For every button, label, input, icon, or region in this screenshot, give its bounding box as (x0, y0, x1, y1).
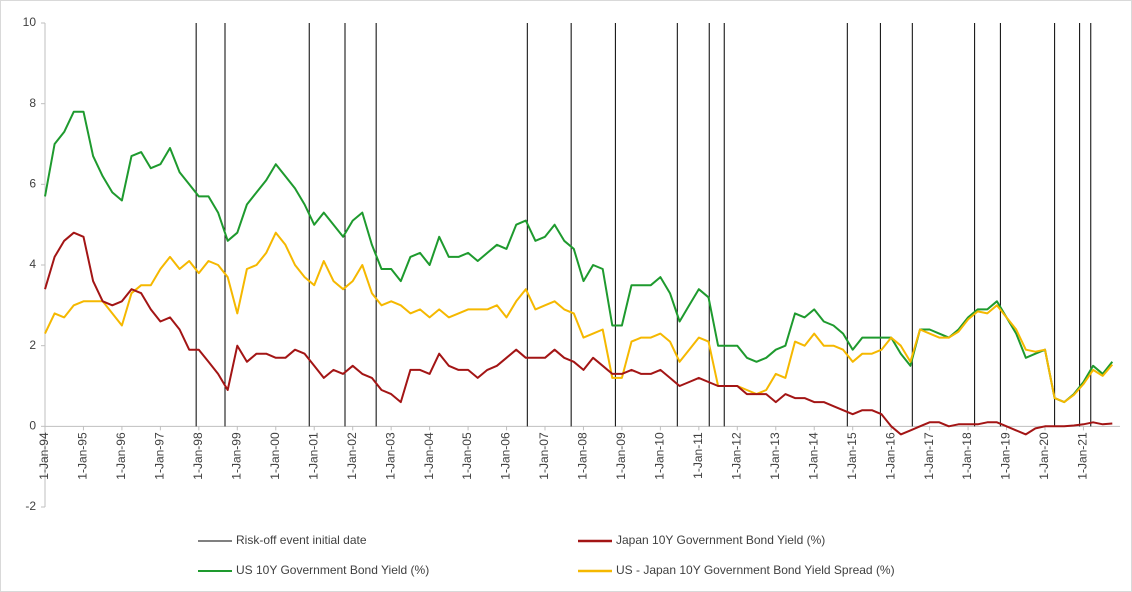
x-tick-label: 1-Jan-07 (537, 432, 551, 480)
y-tick-label: 8 (29, 96, 36, 110)
x-tick-label: 1-Jan-12 (729, 432, 743, 480)
x-tick-label: 1-Jan-96 (114, 432, 128, 480)
legend-label: US - Japan 10Y Government Bond Yield Spr… (616, 563, 895, 577)
x-tick-label: 1-Jan-18 (960, 432, 974, 480)
y-tick-label: 4 (29, 257, 36, 271)
y-tick-label: -2 (25, 499, 36, 513)
x-tick-label: 1-Jan-95 (76, 432, 90, 480)
series-line (44, 231, 1114, 404)
x-tick-label: 1-Jan-15 (845, 432, 859, 480)
y-tick-label: 6 (29, 177, 36, 191)
x-tick-label: 1-Jan-10 (653, 432, 667, 480)
x-tick-label: 1-Jan-08 (576, 432, 590, 480)
y-tick-label: 10 (23, 15, 37, 29)
x-tick-label: 1-Jan-01 (306, 432, 320, 480)
x-tick-label: 1-Jan-20 (1037, 432, 1051, 480)
x-tick-label: 1-Jan-21 (1076, 432, 1090, 480)
x-tick-label: 1-Jan-03 (383, 432, 397, 480)
x-tick-label: 1-Jan-09 (614, 432, 628, 480)
y-tick-label: 0 (29, 419, 36, 433)
x-tick-label: 1-Jan-17 (922, 432, 936, 480)
x-tick-label: 1-Jan-14 (806, 432, 820, 480)
legend-label: Risk-off event initial date (236, 533, 367, 547)
x-tick-label: 1-Jan-13 (768, 432, 782, 480)
x-tick-label: 1-Jan-97 (153, 432, 167, 480)
x-tick-label: 1-Jan-05 (460, 432, 474, 480)
x-tick-label: 1-Jan-99 (229, 432, 243, 480)
x-tick-label: 1-Jan-19 (999, 432, 1013, 480)
legend-label: US 10Y Government Bond Yield (%) (236, 563, 429, 577)
x-tick-label: 1-Jan-16 (883, 432, 897, 480)
x-tick-label: 1-Jan-04 (422, 432, 436, 480)
x-tick-label: 1-Jan-98 (191, 432, 205, 480)
series-line (44, 110, 1114, 404)
x-tick-label: 1-Jan-06 (499, 432, 513, 480)
legend-label: Japan 10Y Government Bond Yield (%) (616, 533, 825, 547)
series-line (44, 231, 1113, 436)
x-tick-label: 1-Jan-94 (37, 432, 51, 480)
x-tick-label: 1-Jan-00 (268, 432, 282, 480)
y-tick-label: 2 (29, 338, 36, 352)
x-tick-label: 1-Jan-02 (345, 432, 359, 480)
x-tick-label: 1-Jan-11 (691, 432, 705, 479)
